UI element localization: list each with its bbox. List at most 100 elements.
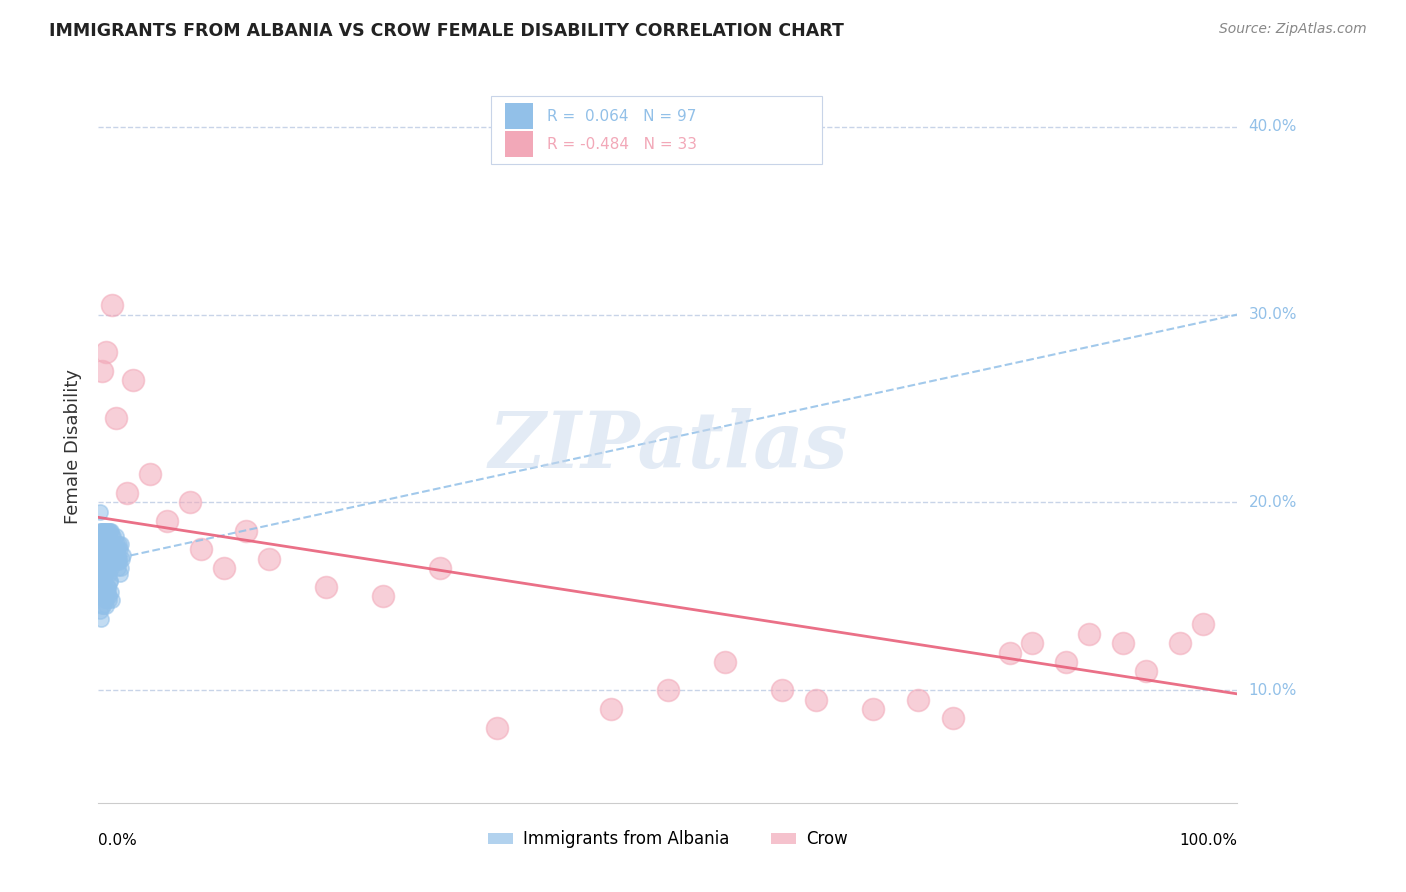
Text: R = -0.484   N = 33: R = -0.484 N = 33 bbox=[547, 136, 697, 152]
Point bbox=[91, 524, 114, 538]
Point bbox=[156, 514, 179, 528]
Point bbox=[90, 599, 112, 613]
FancyBboxPatch shape bbox=[505, 103, 533, 129]
Point bbox=[93, 561, 115, 575]
Point bbox=[1192, 617, 1215, 632]
Point bbox=[91, 580, 114, 594]
Text: 30.0%: 30.0% bbox=[1249, 307, 1296, 322]
Point bbox=[429, 561, 451, 575]
Point bbox=[101, 593, 124, 607]
Point bbox=[91, 561, 114, 575]
Y-axis label: Female Disability: Female Disability bbox=[65, 368, 83, 524]
Point bbox=[108, 542, 131, 557]
Point bbox=[103, 542, 125, 557]
Point bbox=[98, 548, 121, 562]
Point bbox=[91, 574, 114, 589]
Point bbox=[100, 585, 122, 599]
Point bbox=[107, 561, 129, 575]
Text: 20.0%: 20.0% bbox=[1249, 495, 1296, 510]
Point bbox=[90, 561, 112, 575]
Point bbox=[90, 524, 112, 538]
Point bbox=[998, 646, 1021, 660]
Point bbox=[94, 585, 117, 599]
Point bbox=[212, 561, 235, 575]
Point bbox=[110, 561, 132, 575]
Point bbox=[259, 551, 281, 566]
Point bbox=[103, 551, 125, 566]
Point bbox=[89, 542, 111, 557]
Point bbox=[94, 593, 117, 607]
Point bbox=[1135, 665, 1157, 679]
Point bbox=[90, 364, 112, 378]
Point bbox=[804, 692, 827, 706]
Point bbox=[96, 561, 118, 575]
Point bbox=[657, 683, 679, 698]
Point bbox=[90, 580, 112, 594]
Text: Source: ZipAtlas.com: Source: ZipAtlas.com bbox=[1219, 22, 1367, 37]
Point bbox=[108, 566, 131, 581]
Point bbox=[907, 692, 929, 706]
Point bbox=[94, 561, 117, 575]
Point bbox=[1054, 655, 1078, 669]
Point bbox=[714, 655, 737, 669]
Point bbox=[104, 410, 127, 425]
Point bbox=[100, 536, 122, 550]
Point bbox=[105, 548, 128, 562]
Point bbox=[101, 529, 124, 543]
Point bbox=[115, 486, 138, 500]
Point bbox=[105, 536, 128, 550]
Point bbox=[90, 566, 112, 581]
Text: 0.0%: 0.0% bbox=[98, 833, 138, 848]
Text: 100.0%: 100.0% bbox=[1180, 833, 1237, 848]
Point bbox=[90, 536, 112, 550]
Point bbox=[1112, 636, 1135, 650]
Point bbox=[110, 536, 132, 550]
Point bbox=[93, 589, 115, 603]
Point bbox=[94, 536, 117, 550]
Point bbox=[97, 524, 120, 538]
Point bbox=[179, 495, 201, 509]
Point bbox=[770, 683, 793, 698]
Point bbox=[1170, 636, 1192, 650]
Point bbox=[93, 561, 115, 575]
Point bbox=[96, 536, 118, 550]
FancyBboxPatch shape bbox=[505, 131, 533, 157]
Point bbox=[98, 524, 121, 538]
Point bbox=[90, 612, 112, 626]
Point bbox=[371, 589, 394, 603]
Text: 10.0%: 10.0% bbox=[1249, 682, 1296, 698]
Point bbox=[100, 561, 122, 575]
Point bbox=[93, 574, 115, 589]
Point bbox=[103, 536, 125, 550]
Point bbox=[97, 589, 120, 603]
Point bbox=[108, 536, 131, 550]
Point bbox=[93, 536, 115, 550]
Point bbox=[96, 599, 118, 613]
Point bbox=[486, 721, 509, 735]
Text: 40.0%: 40.0% bbox=[1249, 120, 1296, 135]
Point bbox=[101, 298, 124, 312]
Point bbox=[96, 556, 118, 570]
Point bbox=[111, 551, 134, 566]
Point bbox=[100, 524, 122, 538]
Point bbox=[1078, 627, 1101, 641]
Point bbox=[90, 589, 112, 603]
Point bbox=[96, 536, 118, 550]
Point bbox=[138, 467, 160, 482]
Point bbox=[97, 548, 120, 562]
Point bbox=[96, 548, 118, 562]
Point bbox=[105, 551, 128, 566]
Point bbox=[93, 574, 115, 589]
Point bbox=[90, 548, 112, 562]
Point bbox=[93, 524, 115, 538]
Point bbox=[100, 548, 122, 562]
Point bbox=[90, 574, 112, 589]
Text: IMMIGRANTS FROM ALBANIA VS CROW FEMALE DISABILITY CORRELATION CHART: IMMIGRANTS FROM ALBANIA VS CROW FEMALE D… bbox=[49, 22, 844, 40]
Point bbox=[1021, 636, 1043, 650]
Point bbox=[96, 580, 118, 594]
Point bbox=[98, 574, 121, 589]
Point bbox=[112, 548, 135, 562]
Point bbox=[103, 529, 125, 543]
Point bbox=[89, 604, 111, 618]
Point bbox=[98, 574, 121, 589]
